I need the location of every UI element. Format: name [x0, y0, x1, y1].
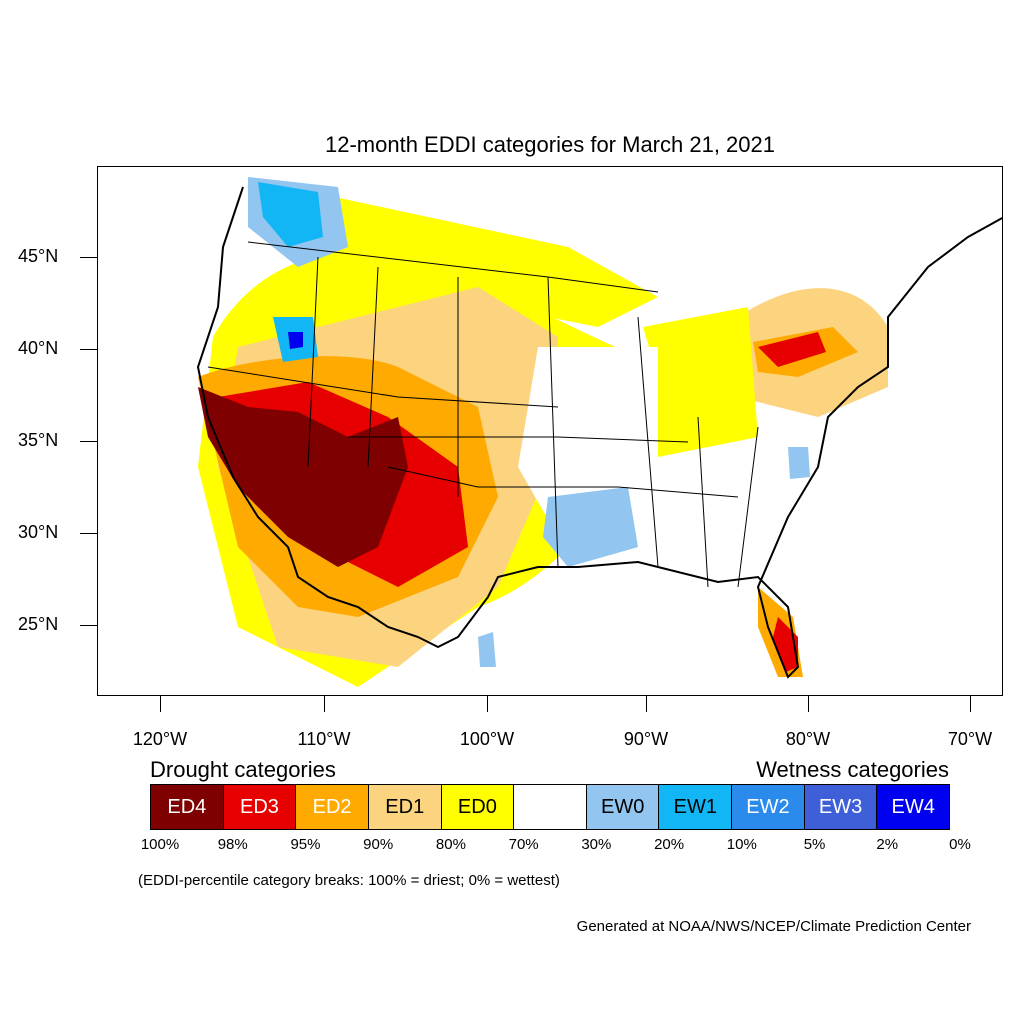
- percent-break-label: 90%: [363, 836, 394, 853]
- legend-box-neutral: [514, 785, 587, 829]
- percent-break-label: 95%: [290, 836, 321, 853]
- percent-break-label: 2%: [876, 836, 899, 853]
- category-shading: [198, 177, 888, 688]
- lon-tick: [808, 696, 809, 712]
- legend-box-ew1: EW1: [659, 785, 733, 829]
- lat-label-35: 35°N: [18, 430, 59, 450]
- percent-break-label: 5%: [803, 836, 826, 853]
- percent-break-label: 0%: [949, 836, 971, 853]
- lat-tick: [80, 349, 97, 350]
- legend-box-ew0: EW0: [586, 785, 660, 829]
- lon-tick: [160, 696, 161, 712]
- lon-label-120: 120°W: [132, 729, 188, 749]
- lat-tick: [80, 441, 97, 442]
- percent-break-label: 80%: [435, 836, 466, 853]
- percent-break-label: 20%: [654, 836, 685, 853]
- legend-box-ed3: ED3: [223, 785, 297, 829]
- lon-tick: [324, 696, 325, 712]
- map-plot-area: [97, 166, 1003, 696]
- state-borders: [207, 241, 759, 588]
- lon-label-70: 70°W: [947, 729, 993, 749]
- category-note: (EDDI-percentile category breaks: 100% =…: [138, 872, 560, 889]
- lat-label-30: 30°N: [18, 522, 59, 542]
- category-legend: ED4 ED3 ED2 ED1 ED0 EW0 EW1 EW2 EW3 EW4: [150, 784, 950, 830]
- legend-box-ew2: EW2: [732, 785, 805, 829]
- credit-line: Generated at NOAA/NWS/NCEP/Climate Predi…: [576, 918, 971, 935]
- legend-box-ew4: EW4: [877, 785, 950, 829]
- lat-tick: [80, 533, 97, 534]
- legend-box-ed2: ED2: [296, 785, 369, 829]
- eddi-map: [196, 177, 1002, 688]
- lat-tick: [80, 257, 97, 258]
- lon-label-90: 90°W: [623, 729, 669, 749]
- lon-tick: [646, 696, 647, 712]
- map-title: 12-month EDDI categories for March 21, 2…: [324, 132, 775, 157]
- coastlines: [196, 186, 1002, 679]
- lon-label-100: 100°W: [459, 729, 515, 749]
- lat-label-40: 40°N: [18, 338, 59, 358]
- legend-box-ed4: ED4: [151, 785, 224, 829]
- lon-tick: [487, 696, 488, 712]
- percent-break-label: 98%: [217, 836, 248, 853]
- percent-break-label: 30%: [581, 836, 612, 853]
- percent-break-label: 100%: [140, 836, 180, 853]
- legend-box-ed0: ED0: [441, 785, 515, 829]
- lon-label-110: 110°W: [297, 729, 351, 749]
- lon-label-80: 80°W: [785, 729, 831, 749]
- lat-label-25: 25°N: [18, 614, 59, 634]
- lat-label-45: 45°N: [18, 246, 59, 266]
- legend-box-ed1: ED1: [368, 785, 442, 829]
- legend-box-ew3: EW3: [804, 785, 878, 829]
- wetness-heading: Wetness categories: [756, 757, 949, 782]
- drought-heading: Drought categories: [150, 757, 336, 782]
- percent-break-label: 70%: [508, 836, 539, 853]
- percent-break-label: 10%: [726, 836, 757, 853]
- lon-tick: [970, 696, 971, 712]
- lat-tick: [80, 625, 97, 626]
